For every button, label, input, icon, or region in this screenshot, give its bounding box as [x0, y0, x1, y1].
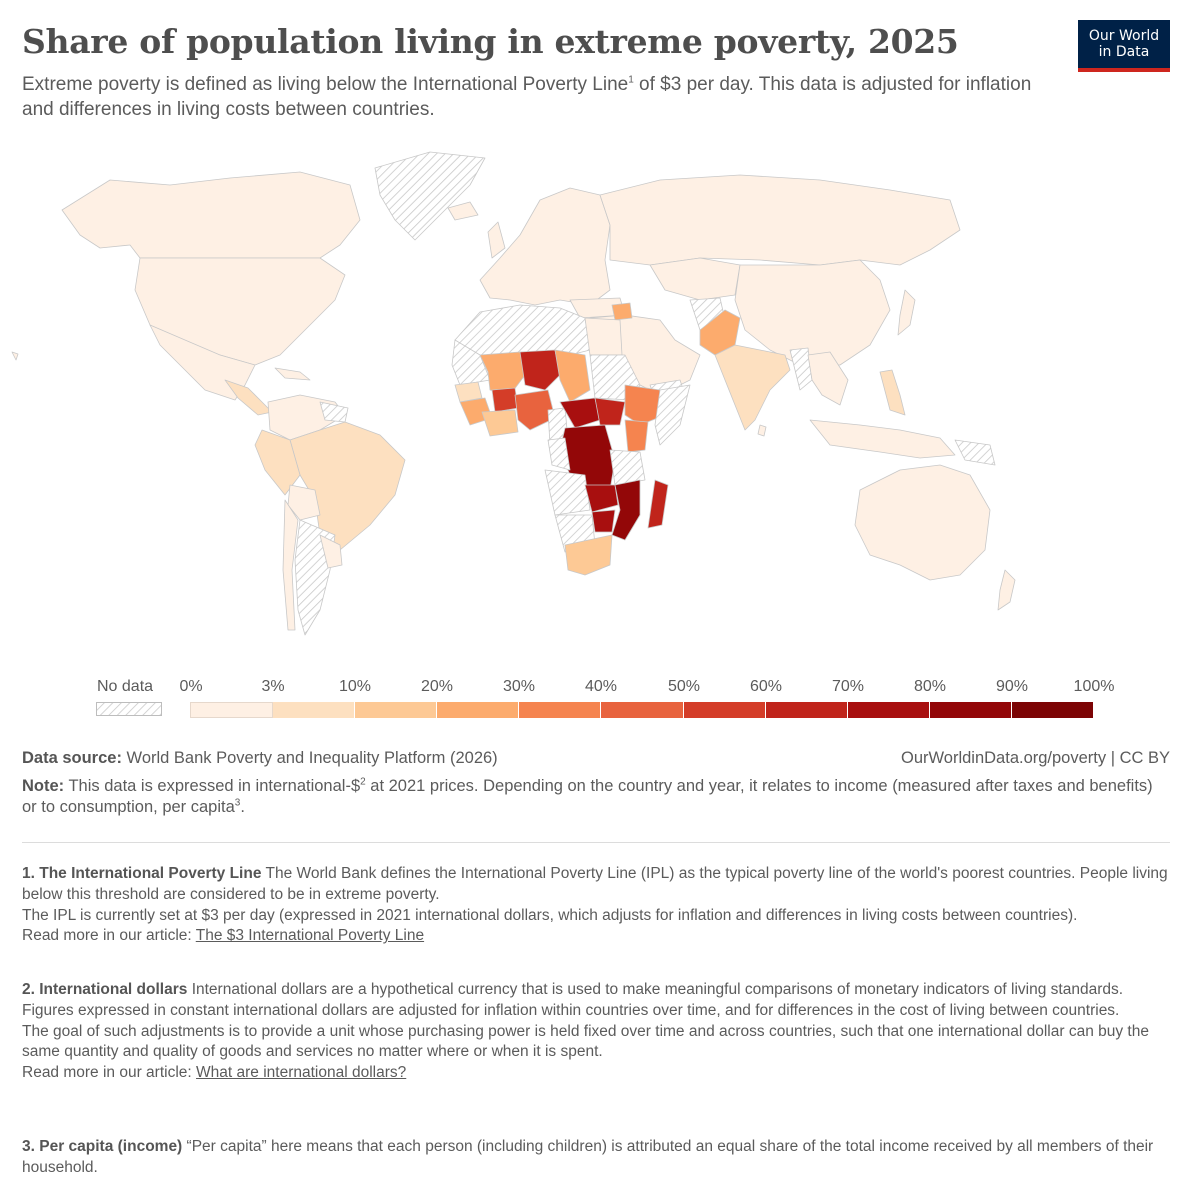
region-paraguay-uruguay[interactable] — [319, 534, 343, 569]
link-ipl-article[interactable]: The $3 International Poverty Line — [195, 927, 425, 945]
source-text: World Bank Poverty and Inequality Platfo… — [126, 749, 498, 767]
region-greenland[interactable] — [374, 151, 486, 241]
legend-color-bar — [190, 702, 1095, 718]
map-legend: No data 0% 3% 10% 20% 30% 40% 50% 60% 70… — [0, 670, 1192, 730]
region-chad[interactable] — [554, 349, 591, 403]
region-madagascar[interactable] — [647, 479, 669, 529]
legend-no-data-label: No data — [97, 678, 154, 695]
footnote-ref-3[interactable]: 3 — [234, 797, 241, 809]
legend-tick-label: 90% — [995, 678, 1029, 695]
source-link[interactable]: OurWorldinData.org/poverty | CC BY — [901, 749, 1170, 767]
region-south-sudan[interactable] — [594, 397, 626, 426]
region-india[interactable] — [714, 344, 791, 431]
legend-swatch[interactable] — [1011, 702, 1095, 718]
legend-tick-label: 70% — [831, 678, 865, 695]
region-north-america-north[interactable] — [61, 171, 361, 259]
legend-swatch[interactable] — [190, 702, 274, 718]
legend-tick-label: 30% — [502, 678, 536, 695]
link-intl-dollars-article[interactable]: What are international dollars? — [196, 1064, 407, 1082]
region-malawi-mozambique[interactable] — [611, 479, 641, 541]
legend-tick-label: 100% — [1073, 678, 1115, 695]
region-png[interactable] — [954, 439, 996, 466]
legend-swatch[interactable] — [929, 702, 1012, 718]
region-egypt[interactable] — [584, 317, 623, 356]
legend-tick-label: 20% — [420, 678, 454, 695]
legend-swatch[interactable] — [437, 702, 520, 718]
region-senegal[interactable] — [454, 381, 483, 403]
region-philippines[interactable] — [879, 369, 906, 416]
region-somalia[interactable] — [654, 384, 691, 446]
footnote-2: 2. International dollars International d… — [22, 981, 1149, 1082]
region-indonesia[interactable] — [809, 419, 956, 459]
legend-tick-label: 0% — [179, 678, 203, 695]
region-myanmar[interactable] — [789, 347, 813, 391]
legend-swatch[interactable] — [765, 702, 848, 718]
legend-no-data-swatch[interactable] — [96, 702, 162, 716]
legend-swatch[interactable] — [683, 702, 766, 718]
region-ethiopia[interactable] — [624, 384, 666, 426]
region-gabon-congo[interactable] — [547, 437, 571, 471]
region-australia[interactable] — [854, 464, 991, 581]
divider — [22, 842, 1170, 843]
region-japan[interactable] — [897, 289, 916, 336]
legend-swatch[interactable] — [847, 702, 930, 718]
legend-tick-label: 80% — [913, 678, 947, 695]
region-uk[interactable] — [487, 221, 506, 259]
region-argentina[interactable] — [294, 519, 336, 636]
footnote-ref-2[interactable]: 2 — [360, 776, 366, 788]
region-hawaii[interactable] — [11, 351, 19, 361]
region-south-africa[interactable] — [564, 534, 613, 576]
region-new-zealand[interactable] — [997, 569, 1016, 611]
chart-title: Share of population living in extreme po… — [22, 22, 959, 61]
region-russia[interactable] — [599, 174, 961, 266]
region-usa[interactable] — [134, 257, 346, 366]
region-europe[interactable] — [479, 187, 611, 306]
legend-tick-label: 40% — [584, 678, 618, 695]
legend-swatch[interactable] — [519, 702, 602, 718]
legend-tick-label: 50% — [667, 678, 701, 695]
region-niger[interactable] — [519, 349, 561, 391]
footnote-ref-1[interactable]: 1 — [628, 74, 634, 86]
region-zambia[interactable] — [584, 484, 619, 513]
region-kenya[interactable] — [624, 419, 649, 453]
legend-tick-label: 60% — [749, 678, 783, 695]
region-caribbean[interactable] — [274, 367, 311, 381]
region-nigeria[interactable] — [514, 389, 556, 431]
region-sri-lanka[interactable] — [757, 424, 767, 437]
legend-tick-label: 3% — [261, 678, 285, 695]
region-china[interactable] — [734, 259, 891, 366]
region-bolivia[interactable] — [287, 484, 321, 521]
region-peru[interactable] — [254, 429, 301, 496]
region-iceland[interactable] — [447, 201, 479, 221]
region-burkina[interactable] — [491, 387, 519, 413]
region-zimbabwe[interactable] — [591, 509, 616, 533]
chart-subtitle: Extreme poverty is defined as living bel… — [22, 74, 1032, 120]
legend-swatch[interactable] — [355, 702, 438, 718]
footnote-1: 1. The International Poverty Line The Wo… — [22, 865, 1168, 945]
owid-logo[interactable]: Our World in Data — [1078, 20, 1170, 72]
legend-swatch[interactable] — [601, 702, 684, 718]
note: Note: This data is expressed in internat… — [22, 776, 1153, 816]
legend-tick-label: 10% — [338, 678, 372, 695]
footnote-3: 3. Per capita (income) “Per capita” here… — [22, 1138, 1154, 1176]
region-syria-iraq[interactable] — [611, 302, 633, 321]
source-row: Data source: World Bank Poverty and Ineq… — [22, 749, 1170, 767]
region-indochina[interactable] — [807, 351, 849, 406]
region-central-asia[interactable] — [649, 257, 741, 301]
world-map[interactable] — [0, 140, 1192, 670]
region-angola[interactable] — [544, 469, 591, 516]
legend-swatch[interactable] — [273, 702, 356, 718]
region-tanzania[interactable] — [609, 449, 646, 486]
region-chile[interactable] — [282, 499, 299, 631]
region-ghana-coast[interactable] — [481, 409, 519, 437]
